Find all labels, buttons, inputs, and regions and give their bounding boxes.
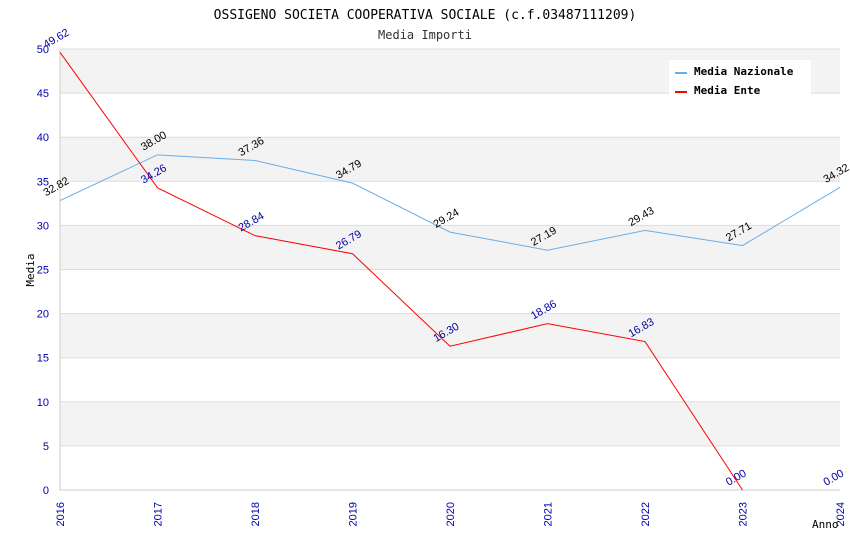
x-axis-title: Anno — [812, 518, 839, 531]
x-tick-label: 2021 — [543, 502, 555, 526]
y-axis-title: Media — [24, 253, 37, 286]
legend: Media Nazionale Media Ente — [669, 60, 811, 98]
data-label: 49.62 — [42, 27, 72, 51]
y-tick-label: 35 — [37, 176, 49, 188]
x-tick-label: 2017 — [153, 502, 165, 526]
grid-band — [60, 401, 840, 446]
x-tick-label: 2020 — [445, 502, 457, 526]
x-tick-label: 2018 — [250, 502, 262, 526]
y-tick-label: 50 — [37, 44, 49, 56]
x-tick-label: 2024 — [835, 502, 847, 526]
series-line-media-nazionale — [59, 154, 841, 251]
x-tick-label: 2016 — [55, 502, 67, 526]
series-line-media-ente — [59, 52, 743, 491]
grid-band — [60, 313, 840, 358]
y-tick-label: 15 — [37, 353, 49, 365]
y-tick-label: 40 — [37, 132, 49, 144]
grid-band — [60, 137, 840, 182]
legend-label-media-ente: Media Ente — [694, 84, 761, 97]
y-tick-label: 30 — [37, 220, 49, 232]
legend-box — [669, 60, 811, 98]
y-tick-label: 45 — [37, 88, 49, 100]
chart-title: OSSIGENO SOCIETA COOPERATIVA SOCIALE (c.… — [214, 8, 637, 23]
x-tick-label: 2019 — [348, 502, 360, 526]
data-label: 0.00 — [822, 467, 847, 488]
x-tick-label: 2022 — [640, 502, 652, 526]
y-tick-label: 25 — [37, 265, 49, 277]
y-tick-labels: 0 5 10 15 20 25 30 35 40 45 50 — [37, 44, 49, 497]
y-tick-label: 5 — [43, 441, 49, 453]
grid-band — [60, 225, 840, 270]
chart-subtitle: Media Importi — [378, 28, 472, 42]
y-tick-label: 0 — [43, 485, 49, 497]
y-tick-label: 10 — [37, 397, 49, 409]
x-tick-labels: 2016 2017 2018 2019 2020 2021 2022 2023 2024 — [55, 502, 847, 526]
legend-label-media-nazionale: Media Nazionale — [694, 65, 794, 78]
y-tick-label: 20 — [37, 309, 49, 321]
series-layer — [59, 52, 841, 491]
grid-lines — [60, 48, 840, 491]
plot-background-bands — [60, 49, 840, 446]
data-label: 0.00 — [724, 467, 749, 488]
x-tick-label: 2023 — [738, 502, 750, 526]
